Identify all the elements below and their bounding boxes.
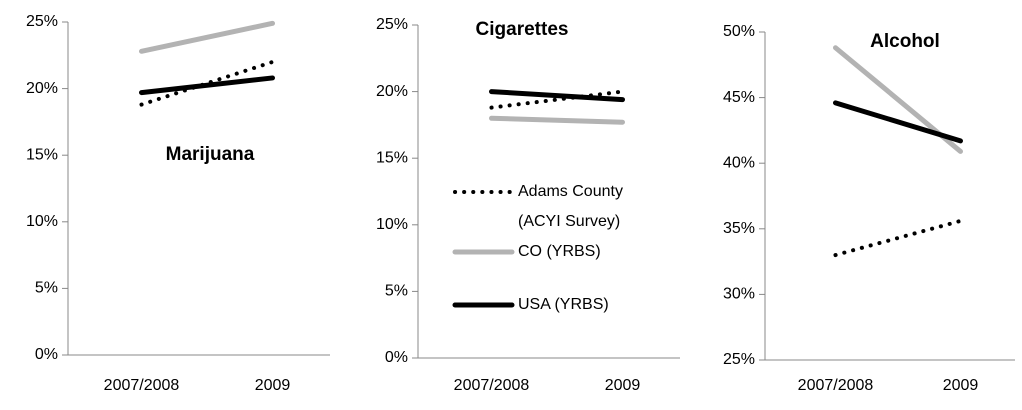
y-tick-label: 40% [723, 154, 755, 171]
y-tick-label: 25% [26, 13, 58, 30]
chart-title: Alcohol [870, 31, 940, 52]
y-tick-label: 10% [26, 213, 58, 230]
y-tick-label: 25% [376, 16, 408, 33]
series-line [139, 20, 275, 54]
y-tick-label: 10% [376, 216, 408, 233]
series-line [489, 89, 625, 110]
y-tick-label: 15% [376, 149, 408, 166]
y-tick-label: 15% [26, 146, 58, 163]
x-tick-label: 2007/2008 [454, 377, 530, 394]
series-line [489, 89, 625, 103]
y-tick-label: 20% [26, 80, 58, 97]
x-tick-label: 2007/2008 [104, 377, 180, 394]
legend-label: CO (YRBS) [518, 243, 601, 260]
x-tick-label: 2009 [605, 377, 641, 394]
y-tick-label: 45% [723, 89, 755, 106]
legend-label: Adams County (ACYI Survey) [518, 183, 623, 230]
y-tick-label: 50% [723, 23, 755, 40]
y-tick-label: 5% [35, 280, 58, 297]
series-line [489, 115, 625, 125]
y-tick-label: 0% [35, 346, 58, 363]
series-line [833, 218, 963, 258]
y-tick-label: 25% [723, 351, 755, 368]
x-tick-label: 2009 [255, 377, 291, 394]
y-tick-label: 35% [723, 220, 755, 237]
series-line [139, 75, 275, 96]
legend-label: USA (YRBS) [518, 296, 609, 313]
y-tick-label: 0% [385, 349, 408, 366]
y-tick-label: 20% [376, 83, 408, 100]
x-tick-label: 2009 [943, 377, 979, 394]
y-tick-label: 5% [385, 283, 408, 300]
series-line [833, 100, 963, 144]
y-tick-label: 30% [723, 286, 755, 303]
x-tick-label: 2007/2008 [798, 377, 874, 394]
chart-title: Marijuana [166, 144, 255, 165]
chart-title: Cigarettes [476, 19, 569, 40]
